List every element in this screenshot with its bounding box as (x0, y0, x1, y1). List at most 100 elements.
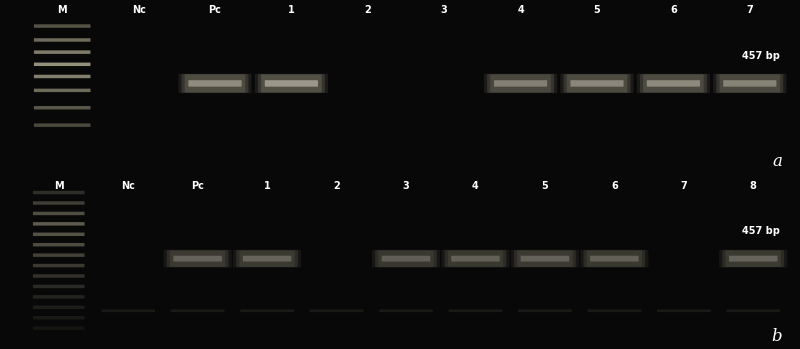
FancyBboxPatch shape (34, 50, 90, 54)
FancyBboxPatch shape (34, 124, 90, 127)
FancyBboxPatch shape (719, 74, 780, 92)
FancyBboxPatch shape (34, 62, 90, 66)
FancyBboxPatch shape (451, 256, 500, 261)
FancyBboxPatch shape (33, 295, 85, 299)
FancyBboxPatch shape (33, 191, 85, 194)
FancyBboxPatch shape (102, 309, 155, 312)
FancyBboxPatch shape (174, 256, 222, 261)
FancyBboxPatch shape (719, 250, 787, 267)
Text: b: b (772, 328, 782, 345)
FancyBboxPatch shape (726, 251, 781, 267)
Text: 1: 1 (288, 6, 294, 15)
FancyBboxPatch shape (449, 309, 502, 312)
FancyBboxPatch shape (657, 309, 710, 312)
FancyBboxPatch shape (442, 250, 510, 267)
FancyBboxPatch shape (33, 253, 85, 257)
FancyBboxPatch shape (514, 250, 576, 267)
FancyBboxPatch shape (716, 74, 783, 93)
FancyBboxPatch shape (487, 74, 554, 93)
Text: 5: 5 (542, 181, 548, 191)
FancyBboxPatch shape (310, 309, 363, 312)
FancyBboxPatch shape (580, 250, 649, 267)
Text: 4: 4 (472, 181, 479, 191)
FancyBboxPatch shape (382, 256, 430, 261)
FancyBboxPatch shape (372, 250, 440, 267)
FancyBboxPatch shape (33, 201, 85, 205)
FancyBboxPatch shape (33, 212, 85, 215)
FancyBboxPatch shape (239, 251, 294, 267)
FancyBboxPatch shape (378, 251, 434, 267)
FancyBboxPatch shape (379, 309, 433, 312)
FancyBboxPatch shape (33, 316, 85, 319)
Text: 6: 6 (611, 181, 618, 191)
Text: Pc: Pc (191, 181, 204, 191)
FancyBboxPatch shape (723, 80, 776, 87)
Text: 4: 4 (518, 6, 524, 15)
FancyBboxPatch shape (170, 251, 226, 267)
FancyBboxPatch shape (490, 74, 551, 92)
FancyBboxPatch shape (448, 251, 503, 267)
FancyBboxPatch shape (729, 256, 778, 261)
Text: 7: 7 (746, 6, 753, 15)
FancyBboxPatch shape (726, 309, 780, 312)
FancyBboxPatch shape (182, 74, 249, 93)
FancyBboxPatch shape (583, 250, 646, 267)
FancyBboxPatch shape (243, 256, 291, 261)
FancyBboxPatch shape (484, 74, 558, 93)
FancyBboxPatch shape (521, 256, 569, 261)
Text: 457 bp: 457 bp (742, 226, 780, 236)
Text: 5: 5 (594, 6, 600, 15)
FancyBboxPatch shape (722, 250, 784, 267)
FancyBboxPatch shape (185, 74, 246, 92)
Text: a: a (773, 153, 782, 170)
FancyBboxPatch shape (34, 75, 90, 78)
FancyBboxPatch shape (261, 74, 322, 92)
FancyBboxPatch shape (189, 80, 242, 87)
FancyBboxPatch shape (637, 74, 710, 93)
FancyBboxPatch shape (163, 250, 232, 267)
Text: Pc: Pc (209, 6, 222, 15)
Text: 457 bp: 457 bp (742, 51, 780, 61)
FancyBboxPatch shape (640, 74, 707, 93)
FancyBboxPatch shape (33, 232, 85, 236)
FancyBboxPatch shape (265, 80, 318, 87)
FancyBboxPatch shape (511, 250, 579, 267)
FancyBboxPatch shape (33, 243, 85, 246)
FancyBboxPatch shape (518, 309, 572, 312)
FancyBboxPatch shape (587, 309, 642, 312)
Text: 3: 3 (441, 6, 447, 15)
FancyBboxPatch shape (178, 74, 252, 93)
FancyBboxPatch shape (236, 250, 298, 267)
FancyBboxPatch shape (33, 285, 85, 288)
FancyBboxPatch shape (560, 74, 634, 93)
FancyBboxPatch shape (34, 106, 90, 110)
FancyBboxPatch shape (33, 264, 85, 267)
FancyBboxPatch shape (166, 250, 229, 267)
FancyBboxPatch shape (233, 250, 301, 267)
FancyBboxPatch shape (563, 74, 630, 93)
Text: 6: 6 (670, 6, 677, 15)
FancyBboxPatch shape (570, 80, 623, 87)
FancyBboxPatch shape (34, 24, 90, 28)
FancyBboxPatch shape (647, 80, 700, 87)
FancyBboxPatch shape (34, 38, 90, 42)
Text: 8: 8 (750, 181, 757, 191)
FancyBboxPatch shape (643, 74, 704, 92)
FancyBboxPatch shape (240, 309, 294, 312)
FancyBboxPatch shape (170, 309, 225, 312)
FancyBboxPatch shape (375, 250, 437, 267)
FancyBboxPatch shape (445, 250, 506, 267)
Text: 2: 2 (365, 6, 371, 15)
FancyBboxPatch shape (566, 74, 627, 92)
FancyBboxPatch shape (713, 74, 786, 93)
Text: M: M (54, 181, 63, 191)
FancyBboxPatch shape (254, 74, 328, 93)
Text: Nc: Nc (132, 6, 146, 15)
FancyBboxPatch shape (33, 222, 85, 225)
FancyBboxPatch shape (586, 251, 642, 267)
FancyBboxPatch shape (518, 251, 573, 267)
FancyBboxPatch shape (33, 306, 85, 309)
Text: 3: 3 (402, 181, 410, 191)
Text: 7: 7 (681, 181, 687, 191)
FancyBboxPatch shape (494, 80, 547, 87)
